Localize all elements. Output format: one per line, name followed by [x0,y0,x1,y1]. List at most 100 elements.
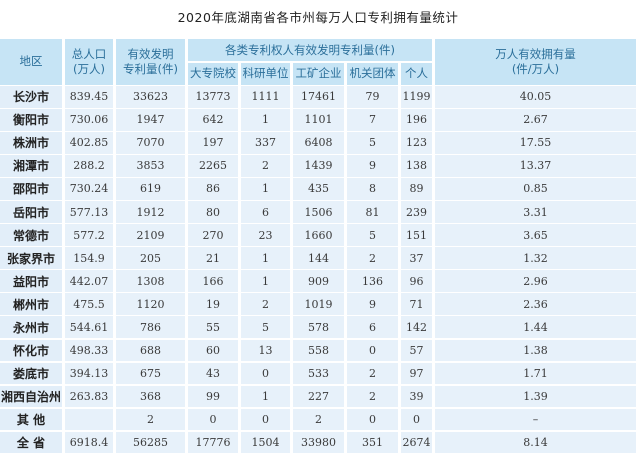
cell-universities: 80 [188,201,238,223]
header-valid-patents-line1: 有效发明 [127,46,174,61]
cell-individuals: 1199 [401,86,432,108]
cell-valid-patents: 2109 [116,224,185,246]
cell-valid-patents: 205 [116,247,185,269]
cell-enterprises: 144 [293,247,344,269]
cell-per-10k: 17.55 [435,132,636,154]
cell-enterprises: 558 [293,339,344,362]
cell-enterprises: 533 [293,362,344,385]
cell-research: 0 [241,362,290,385]
cell-individuals: 0 [401,408,432,431]
cell-universities: 270 [188,224,238,246]
cell-institutions: 9 [347,155,398,177]
cell-research: 13 [241,339,290,362]
cell-individuals: 239 [401,201,432,223]
cell-research: 5 [241,316,290,339]
header-enterprises: 工矿企业 [293,62,344,85]
cell-research: 2 [241,293,290,315]
cell-region: 其 他 [0,408,62,431]
cell-per-10k: 3.65 [435,224,636,246]
cell-research: 337 [241,132,290,154]
header-per-10k-line2: (件/万人) [511,61,560,76]
header-population-line1: 总人口 [71,46,107,61]
cell-individuals: 123 [401,132,432,154]
cell-individuals: 196 [401,109,432,131]
header-population: 总人口 (万人) [65,39,113,85]
cell-institutions: 2 [347,385,398,408]
cell-valid-patents: 619 [116,178,185,200]
cell-institutions: 8 [347,178,398,200]
cell-per-10k: 1.44 [435,316,636,339]
cell-population: 498.33 [65,339,113,362]
cell-enterprises: 227 [293,385,344,408]
cell-valid-patents: 688 [116,339,185,362]
cell-population: 730.06 [65,109,113,131]
cell-research: 23 [241,224,290,246]
cell-enterprises: 909 [293,270,344,292]
cell-institutions: 351 [347,431,398,453]
cell-individuals: 71 [401,293,432,315]
cell-population: 577.13 [65,201,113,223]
cell-universities: 55 [188,316,238,339]
cell-population: 394.13 [65,362,113,385]
cell-universities: 99 [188,385,238,408]
cell-region: 邵阳市 [0,178,62,200]
cell-region: 湘潭市 [0,155,62,177]
cell-valid-patents: 368 [116,385,185,408]
cell-universities: 166 [188,270,238,292]
cell-region: 永州市 [0,316,62,339]
cell-population: 442.07 [65,270,113,292]
cell-enterprises: 435 [293,178,344,200]
cell-valid-patents: 1308 [116,270,185,292]
cell-per-10k: 8.14 [435,431,636,453]
cell-region: 株洲市 [0,132,62,154]
cell-per-10k: 13.37 [435,155,636,177]
cell-individuals: 57 [401,339,432,362]
cell-research: 1 [241,247,290,269]
cell-population [65,408,113,431]
cell-research: 2 [241,155,290,177]
cell-research: 1 [241,178,290,200]
cell-region: 湘西自治州 [0,385,62,408]
cell-per-10k: 40.05 [435,86,636,108]
cell-valid-patents: 1120 [116,293,185,315]
header-per-10k-line1: 万人有效拥有量 [495,46,576,61]
cell-individuals: 151 [401,224,432,246]
cell-universities: 642 [188,109,238,131]
header-group: 各类专利权人有效发明专利量(件) [188,39,432,61]
cell-valid-patents: 675 [116,362,185,385]
cell-per-10k: 1.71 [435,362,636,385]
cell-per-10k: 1.32 [435,247,636,269]
cell-valid-patents: 1912 [116,201,185,223]
cell-universities: 60 [188,339,238,362]
cell-enterprises: 1439 [293,155,344,177]
header-institutions: 机关团体 [347,62,398,85]
header-individuals: 个人 [401,62,432,85]
cell-per-10k: 0.85 [435,178,636,200]
cell-region: 衡阳市 [0,109,62,131]
cell-population: 263.83 [65,385,113,408]
cell-enterprises: 1660 [293,224,344,246]
cell-universities: 19 [188,293,238,315]
cell-research: 1111 [241,86,290,108]
cell-research: 1 [241,270,290,292]
cell-research: 1 [241,385,290,408]
cell-region: 常德市 [0,224,62,246]
cell-population: 730.24 [65,178,113,200]
cell-universities: 197 [188,132,238,154]
cell-enterprises: 578 [293,316,344,339]
cell-valid-patents: 56285 [116,431,185,453]
cell-enterprises: 1019 [293,293,344,315]
header-per-10k: 万人有效拥有量 (件/万人) [435,39,636,85]
cell-institutions: 136 [347,270,398,292]
table-title: 2020年底湖南省各市州每万人口专利拥有量统计 [177,10,459,25]
cell-population: 154.9 [65,247,113,269]
cell-research: 6 [241,201,290,223]
cell-institutions: 0 [347,408,398,431]
cell-per-10k: 3.31 [435,201,636,223]
cell-valid-patents: 1947 [116,109,185,131]
cell-population: 402.85 [65,132,113,154]
cell-enterprises: 1506 [293,201,344,223]
cell-population: 544.61 [65,316,113,339]
cell-region: 娄底市 [0,362,62,385]
cell-universities: 43 [188,362,238,385]
